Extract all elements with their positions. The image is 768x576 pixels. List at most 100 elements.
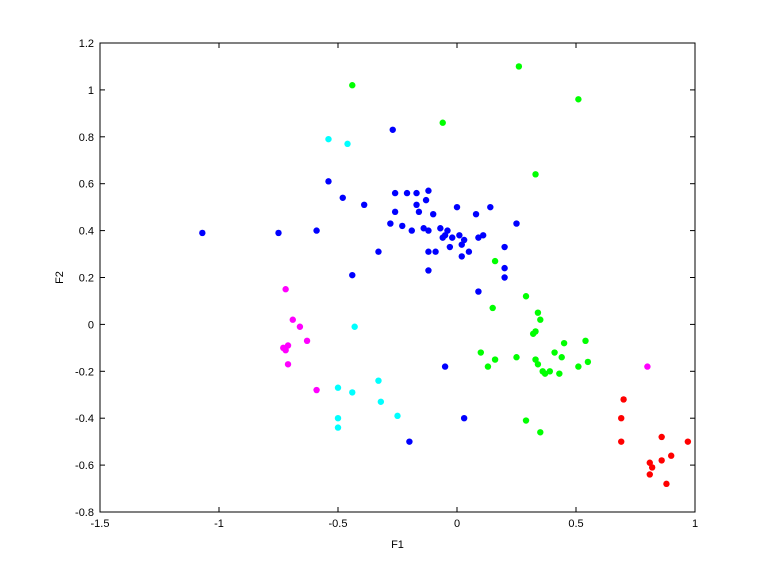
data-point bbox=[620, 396, 627, 403]
data-point bbox=[522, 417, 530, 424]
data-point bbox=[415, 208, 423, 216]
y-tick-label: -0.2 bbox=[75, 366, 94, 378]
data-point bbox=[475, 288, 482, 295]
data-point bbox=[658, 457, 665, 464]
data-point bbox=[456, 232, 463, 239]
y-tick-label: 1.2 bbox=[79, 38, 94, 50]
data-point bbox=[684, 438, 692, 445]
data-point bbox=[406, 438, 413, 445]
y-tick-label: 0.8 bbox=[79, 132, 94, 144]
data-point bbox=[534, 361, 542, 368]
data-point bbox=[344, 140, 351, 148]
data-point bbox=[360, 201, 368, 209]
data-point bbox=[491, 356, 499, 363]
x-tick-label: -0.5 bbox=[329, 518, 348, 530]
data-point bbox=[420, 225, 427, 232]
data-point bbox=[432, 248, 439, 255]
x-tick-label: -1.5 bbox=[91, 518, 110, 530]
data-point bbox=[425, 227, 432, 234]
data-point bbox=[313, 386, 320, 394]
y-tick-label: -0.6 bbox=[75, 460, 94, 472]
data-point bbox=[475, 234, 482, 241]
data-point bbox=[275, 229, 282, 237]
data-point bbox=[513, 220, 520, 227]
data-point bbox=[472, 210, 480, 218]
data-point bbox=[439, 119, 446, 126]
plot-area: -1.5 -1 -0.5 0 0.5 1 -0.8 -0.6 -0.4 -0.2 0 0.2 0.4 0.… bbox=[75, 38, 698, 530]
data-point bbox=[532, 171, 539, 178]
data-point bbox=[391, 208, 399, 216]
data-point bbox=[325, 178, 332, 185]
data-point bbox=[663, 480, 670, 488]
data-point bbox=[532, 328, 539, 335]
data-point bbox=[444, 227, 451, 234]
x-axis-label: F1 bbox=[391, 539, 404, 551]
data-point bbox=[403, 189, 411, 197]
y-tick-label: -0.8 bbox=[75, 507, 94, 519]
data-point bbox=[584, 358, 592, 366]
data-point bbox=[537, 316, 544, 323]
data-point bbox=[556, 370, 563, 377]
data-point bbox=[375, 377, 382, 384]
data-point bbox=[425, 248, 432, 255]
data-point bbox=[582, 337, 589, 345]
data-point bbox=[537, 429, 544, 436]
data-point bbox=[377, 398, 385, 405]
data-point bbox=[479, 232, 487, 239]
data-point bbox=[282, 346, 289, 354]
data-point bbox=[513, 354, 520, 361]
y-tick-label: -0.4 bbox=[75, 413, 94, 425]
data-point bbox=[389, 126, 396, 133]
x-tick-label: 0 bbox=[454, 518, 460, 530]
data-point bbox=[658, 433, 665, 441]
data-point bbox=[489, 304, 496, 312]
data-point bbox=[460, 415, 468, 422]
data-point bbox=[313, 227, 320, 234]
data-point bbox=[541, 370, 549, 377]
data-point bbox=[325, 135, 332, 143]
data-point bbox=[413, 189, 420, 197]
data-point bbox=[618, 438, 625, 445]
data-point bbox=[349, 82, 356, 89]
data-point bbox=[199, 229, 206, 237]
data-point bbox=[546, 368, 554, 375]
x-tick-label: 0.5 bbox=[568, 518, 583, 530]
data-point bbox=[296, 323, 304, 330]
data-point bbox=[349, 389, 356, 396]
plot-frame bbox=[99, 42, 696, 513]
data-point bbox=[460, 236, 468, 244]
data-point bbox=[399, 222, 406, 230]
data-point bbox=[425, 187, 432, 194]
data-point bbox=[334, 384, 342, 391]
data-point bbox=[458, 253, 465, 260]
data-point bbox=[387, 220, 394, 227]
data-point bbox=[646, 471, 653, 478]
data-point bbox=[339, 194, 346, 201]
y-tick-label: 1 bbox=[88, 85, 94, 97]
data-point bbox=[484, 363, 492, 370]
data-points bbox=[199, 63, 692, 488]
data-point bbox=[648, 464, 656, 471]
data-point bbox=[501, 274, 508, 281]
data-point bbox=[334, 415, 342, 422]
data-point bbox=[477, 349, 484, 356]
data-point bbox=[430, 210, 437, 218]
data-point bbox=[491, 257, 499, 265]
y-tick-label: 0 bbox=[88, 319, 94, 331]
data-point bbox=[413, 201, 420, 209]
data-point bbox=[408, 227, 415, 234]
data-point bbox=[394, 412, 401, 420]
y-tick-label: 0.4 bbox=[79, 226, 94, 238]
data-point bbox=[284, 361, 292, 368]
data-point bbox=[425, 267, 432, 274]
data-point bbox=[644, 363, 651, 370]
data-point bbox=[501, 243, 508, 251]
data-point bbox=[501, 264, 508, 272]
data-point bbox=[446, 243, 454, 251]
data-point bbox=[575, 96, 582, 103]
data-point bbox=[391, 189, 399, 197]
data-point bbox=[303, 337, 311, 345]
data-point bbox=[618, 415, 625, 422]
data-point bbox=[351, 323, 358, 330]
data-point bbox=[522, 293, 530, 300]
